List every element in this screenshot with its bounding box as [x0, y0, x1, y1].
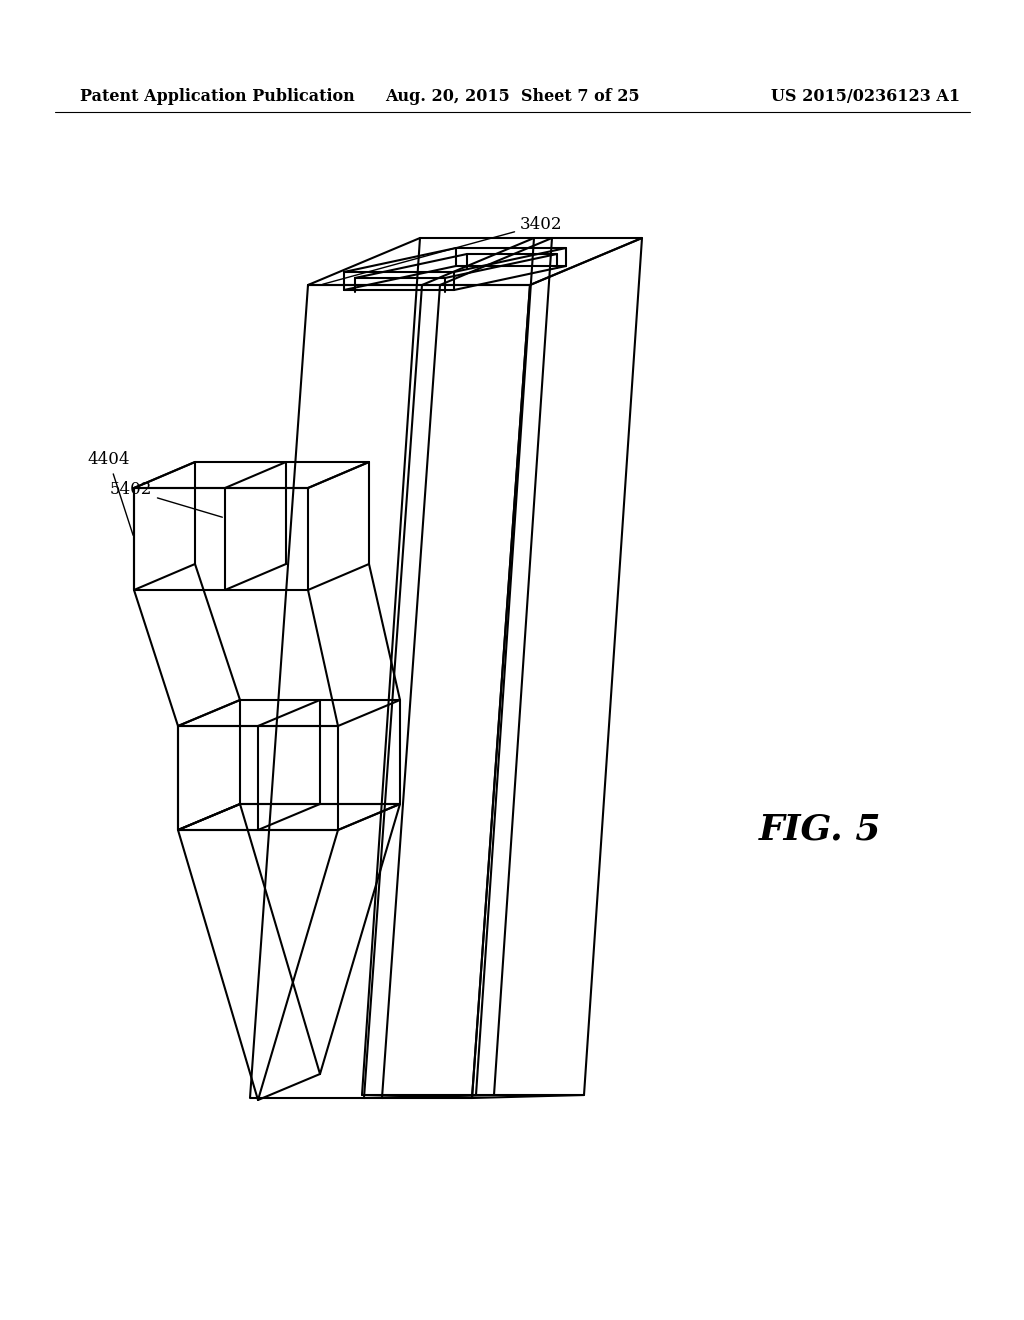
Text: FIG. 5: FIG. 5	[759, 813, 882, 847]
Text: Aug. 20, 2015  Sheet 7 of 25: Aug. 20, 2015 Sheet 7 of 25	[385, 88, 639, 106]
Text: 5402: 5402	[110, 482, 222, 517]
Text: Patent Application Publication: Patent Application Publication	[80, 88, 354, 106]
Text: 4404: 4404	[87, 451, 133, 536]
Text: US 2015/0236123 A1: US 2015/0236123 A1	[771, 88, 961, 106]
Text: 3402: 3402	[323, 216, 562, 284]
